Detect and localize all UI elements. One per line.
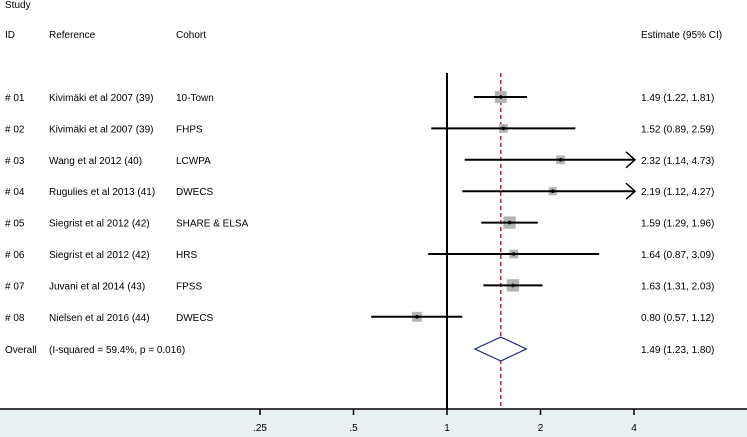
row-reference: Kivimäki et al 2007 (39) bbox=[49, 93, 154, 104]
row-id: # 01 bbox=[5, 93, 25, 104]
row-reference: Siegrist et al 2012 (42) bbox=[49, 250, 150, 261]
row-reference: Kivimäki et al 2007 (39) bbox=[49, 124, 154, 135]
header-cohort: Cohort bbox=[176, 30, 206, 41]
row-estimate: 1.64 (0.87, 3.09) bbox=[641, 250, 714, 261]
axis-background bbox=[0, 409, 747, 437]
row-estimate: 0.80 (0.57, 1.12) bbox=[641, 313, 714, 324]
row-reference: Juvani et al 2014 (43) bbox=[49, 281, 145, 292]
row-estimate: 1.63 (1.31, 2.03) bbox=[641, 281, 714, 292]
x-tick-label: .25 bbox=[253, 423, 267, 434]
point-estimate bbox=[507, 220, 512, 225]
ci-arrow bbox=[625, 151, 637, 169]
overall-label: Overall bbox=[5, 345, 37, 356]
overall-diamond bbox=[473, 336, 528, 362]
row-id: # 04 bbox=[5, 187, 25, 198]
row-estimate: 1.52 (0.89, 2.59) bbox=[641, 124, 714, 135]
row-reference: Nielsen et al 2016 (44) bbox=[49, 313, 150, 324]
row-reference: Wang et al 2012 (40) bbox=[49, 156, 142, 167]
row-estimate: 2.19 (1.12, 4.27) bbox=[641, 187, 714, 198]
row-cohort: DWECS bbox=[176, 313, 214, 324]
row-cohort: HRS bbox=[176, 250, 197, 261]
row-estimate: 2.32 (1.14, 4.73) bbox=[641, 156, 714, 167]
point-estimate bbox=[415, 315, 419, 319]
overall-heterogeneity: (I-squared = 59.4%, p = 0.016) bbox=[49, 345, 185, 356]
header-estimate: Estimate (95% CI) bbox=[641, 30, 722, 41]
row-cohort: 10-Town bbox=[176, 93, 214, 104]
point-estimate bbox=[501, 126, 506, 131]
row-estimate: 1.49 (1.22, 1.81) bbox=[641, 93, 714, 104]
x-tick-label: 2 bbox=[538, 423, 544, 434]
row-id: # 06 bbox=[5, 250, 25, 261]
x-tick-label: 1 bbox=[444, 423, 450, 434]
row-id: # 08 bbox=[5, 313, 25, 324]
row-cohort: SHARE & ELSA bbox=[176, 219, 249, 230]
row-estimate: 1.59 (1.29, 1.96) bbox=[641, 219, 714, 230]
point-estimate bbox=[511, 252, 516, 256]
overall-estimate: 1.49 (1.23, 1.80) bbox=[641, 345, 714, 356]
point-estimate bbox=[550, 189, 555, 193]
point-estimate bbox=[498, 95, 503, 99]
header-reference: Reference bbox=[49, 30, 96, 41]
row-id: # 05 bbox=[5, 219, 25, 230]
point-estimate bbox=[511, 283, 515, 288]
row-reference: Rugulies et al 2013 (41) bbox=[49, 187, 155, 198]
row-cohort: FHPS bbox=[176, 124, 203, 135]
row-cohort: LCWPA bbox=[176, 156, 211, 167]
ci-arrow bbox=[625, 182, 637, 200]
x-tick-label: 4 bbox=[631, 423, 637, 434]
row-reference: Siegrist et al 2012 (42) bbox=[49, 219, 150, 230]
row-cohort: DWECS bbox=[176, 187, 214, 198]
row-id: # 03 bbox=[5, 156, 25, 167]
header-id: ID bbox=[5, 30, 15, 41]
x-tick-label: .5 bbox=[349, 423, 358, 434]
point-estimate bbox=[558, 158, 563, 162]
row-cohort: FPSS bbox=[176, 281, 202, 292]
row-id: # 02 bbox=[5, 124, 25, 135]
header-study: Study bbox=[5, 0, 31, 11]
row-id: # 07 bbox=[5, 281, 25, 292]
